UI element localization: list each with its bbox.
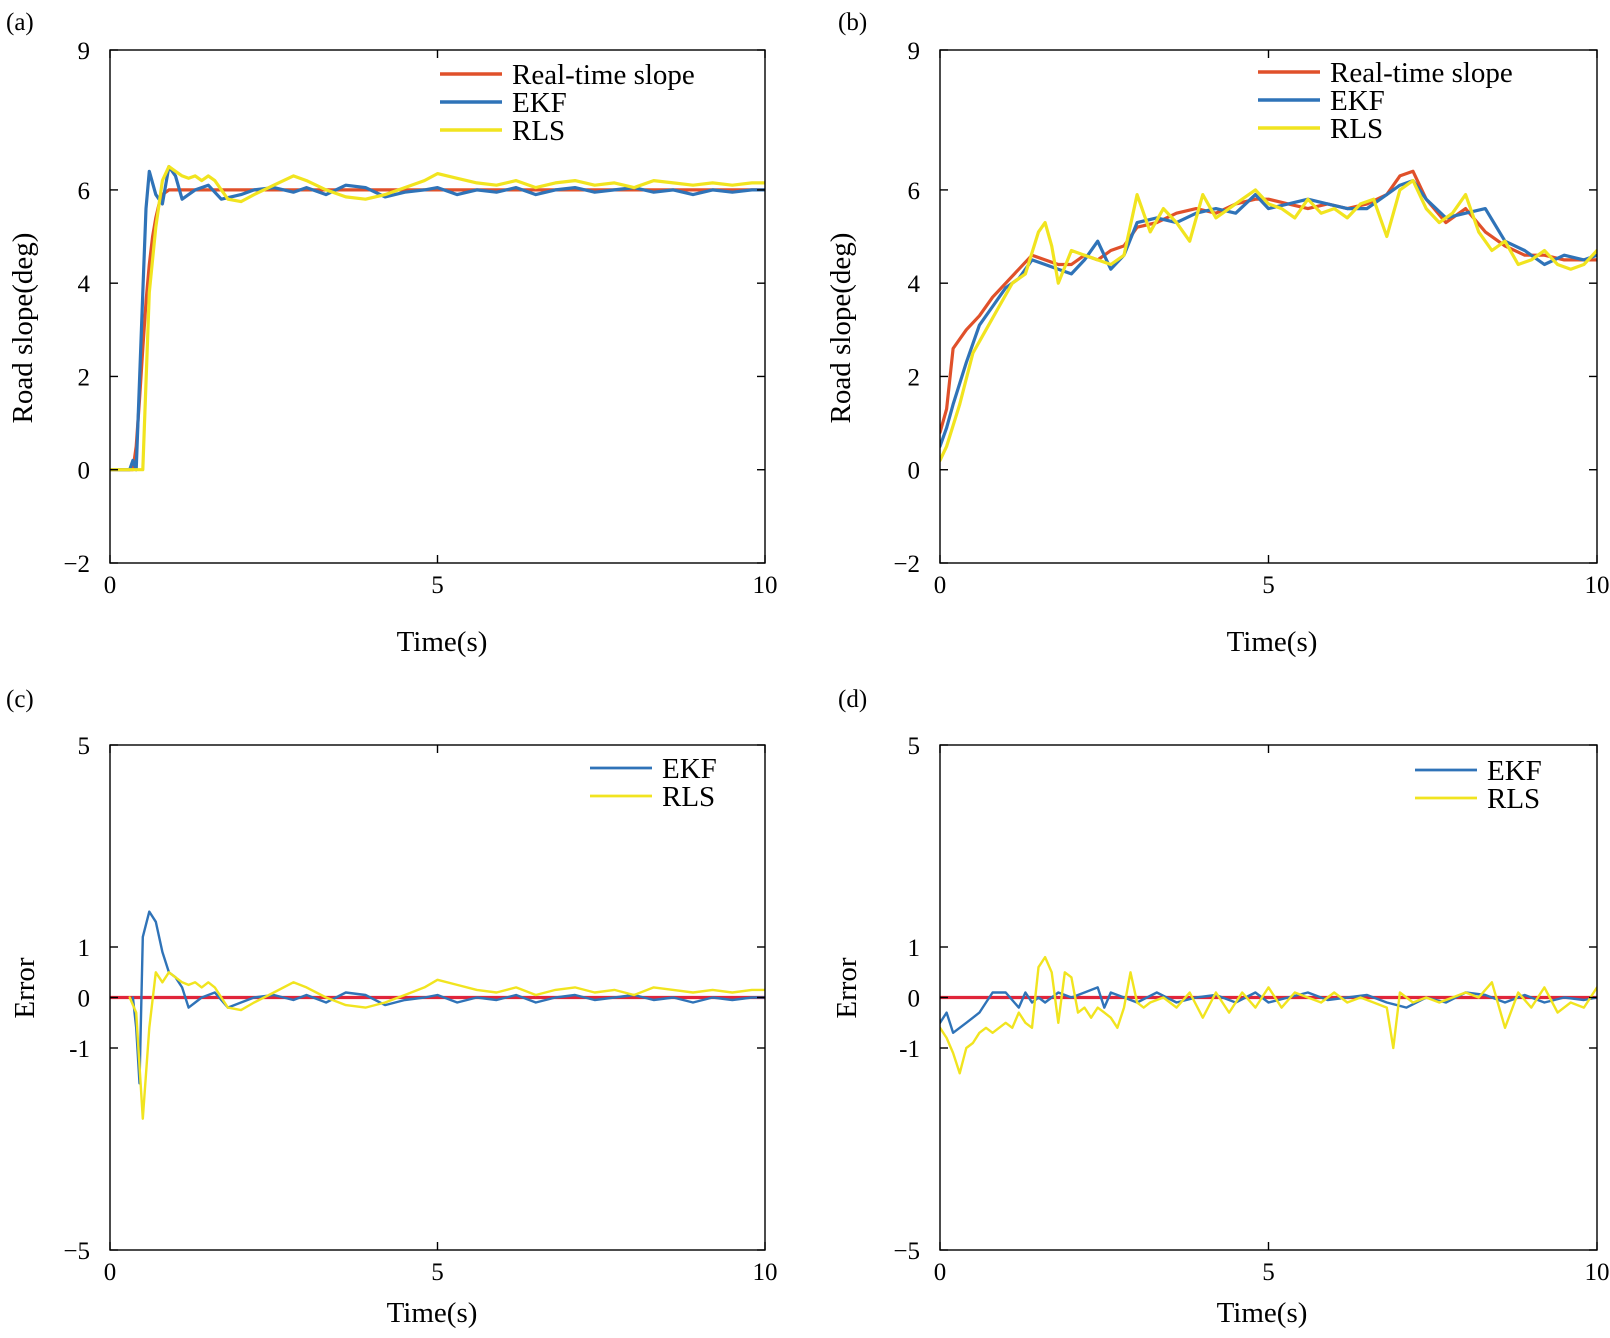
panel-a-ytick-label: 6: [78, 178, 91, 205]
panel-b-xtick-label: 0: [934, 572, 947, 599]
panel-a-xtick-label: 0: [104, 572, 117, 599]
panel-a-legend-label: Real-time slope: [512, 59, 695, 91]
panel-a-axes-box: [109, 49, 766, 564]
panel-b-ylabel: Road slope(deg): [825, 233, 857, 424]
panel-c-series-group: [110, 910, 765, 1120]
panel-a-ytick-label: 0: [78, 458, 91, 485]
panel-d-xtick-label: 10: [1585, 1259, 1610, 1286]
panel-c-legend-label: RLS: [662, 781, 715, 813]
panel-d-series-rls: [940, 955, 1597, 1075]
panel-b-ytick-label: −2: [893, 551, 920, 578]
panel-d-legend-label: EKF: [1487, 755, 1542, 787]
panel-a-ytick-label: 2: [78, 364, 91, 391]
panel-b-xtick-label: 10: [1585, 572, 1610, 599]
panel-d-ytick-label: 1: [908, 935, 921, 962]
panel-a-series-group: [110, 165, 765, 472]
panel-d-xlabel: Time(s): [1217, 1297, 1308, 1329]
panel-a-ytick-label: 4: [78, 271, 91, 298]
panel-b-series-rls: [940, 179, 1597, 462]
panel-b-legend-label: EKF: [1330, 85, 1385, 117]
panel-b-ytick-label: 4: [908, 271, 921, 298]
panel-c-xtick-label: 0: [104, 1259, 117, 1286]
panel-a: (a) Road slope(deg) Time(s) 0 5 10 −2 0 2 4 6 9 R…: [6, 9, 778, 658]
panel-a-legend-label: RLS: [512, 115, 565, 147]
panel-d-series-group: [940, 955, 1597, 1075]
panel-c-xtick-label: 10: [753, 1259, 778, 1286]
panel-d-ytick-label: −5: [893, 1238, 920, 1265]
panel-b-legend-label: RLS: [1330, 113, 1383, 145]
panel-b-ytick-label: 6: [908, 178, 921, 205]
panel-d-ytick-label: 5: [908, 733, 921, 760]
panel-b-series-ekf: [940, 179, 1597, 448]
panel-a-xlabel: Time(s): [397, 626, 488, 658]
panel-c-series-rls: [128, 971, 765, 1120]
panel-b-ytick-label: 9: [908, 38, 921, 65]
panel-c-ytick-label: 0: [78, 986, 91, 1013]
panel-c-xlabel: Time(s): [387, 1297, 478, 1329]
panel-a-label: (a): [6, 9, 34, 36]
panel-c-legend-label: EKF: [662, 753, 717, 785]
panel-d-label: (d): [838, 686, 867, 713]
panel-c-xtick-label: 5: [431, 1259, 444, 1286]
panel-b-series-group: [940, 169, 1597, 462]
panel-c-ytick-label: 5: [78, 733, 91, 760]
panel-b: (b) Road slope(deg) Time(s) 0 5 10 −2 0 2 4 6 9 R…: [825, 9, 1610, 658]
panel-c-ylabel: Error: [9, 957, 41, 1019]
panel-b-xtick-label: 5: [1262, 572, 1275, 599]
panel-b-series-real-time-slope: [940, 169, 1597, 434]
panel-b-ytick-label: 0: [908, 458, 921, 485]
panel-b-xlabel: Time(s): [1227, 626, 1318, 658]
panel-c-ytick-label: 1: [78, 935, 91, 962]
panel-a-series-real-time-slope: [110, 188, 765, 472]
panel-d-xtick-label: 0: [934, 1259, 947, 1286]
panel-c-ytick-label: -1: [69, 1036, 90, 1063]
panel-a-xtick-label: 5: [431, 572, 444, 599]
panel-a-ytick-label: −2: [63, 551, 90, 578]
panel-d-ytick-label: 0: [908, 986, 921, 1013]
panel-c-label: (c): [6, 686, 34, 713]
panel-a-series-ekf: [110, 165, 765, 472]
panel-d-ylabel: Error: [831, 957, 863, 1019]
panel-a-ylabel: Road slope(deg): [7, 233, 39, 424]
panel-b-legend-label: Real-time slope: [1330, 57, 1513, 89]
panel-d-xtick-label: 5: [1262, 1259, 1275, 1286]
panel-a-xtick-label: 10: [753, 572, 778, 599]
panel-a-series-rls: [110, 165, 765, 472]
panel-a-legend-label: EKF: [512, 87, 567, 119]
panel-b-ytick-label: 2: [908, 364, 921, 391]
panel-a-ytick-label: 9: [78, 38, 91, 65]
panel-d-ytick-label: -1: [899, 1036, 920, 1063]
panel-d-legend-label: RLS: [1487, 783, 1540, 815]
panel-b-label: (b): [838, 9, 867, 36]
panel-d-series-ekf: [940, 986, 1597, 1035]
panel-c-ytick-label: −5: [63, 1238, 90, 1265]
